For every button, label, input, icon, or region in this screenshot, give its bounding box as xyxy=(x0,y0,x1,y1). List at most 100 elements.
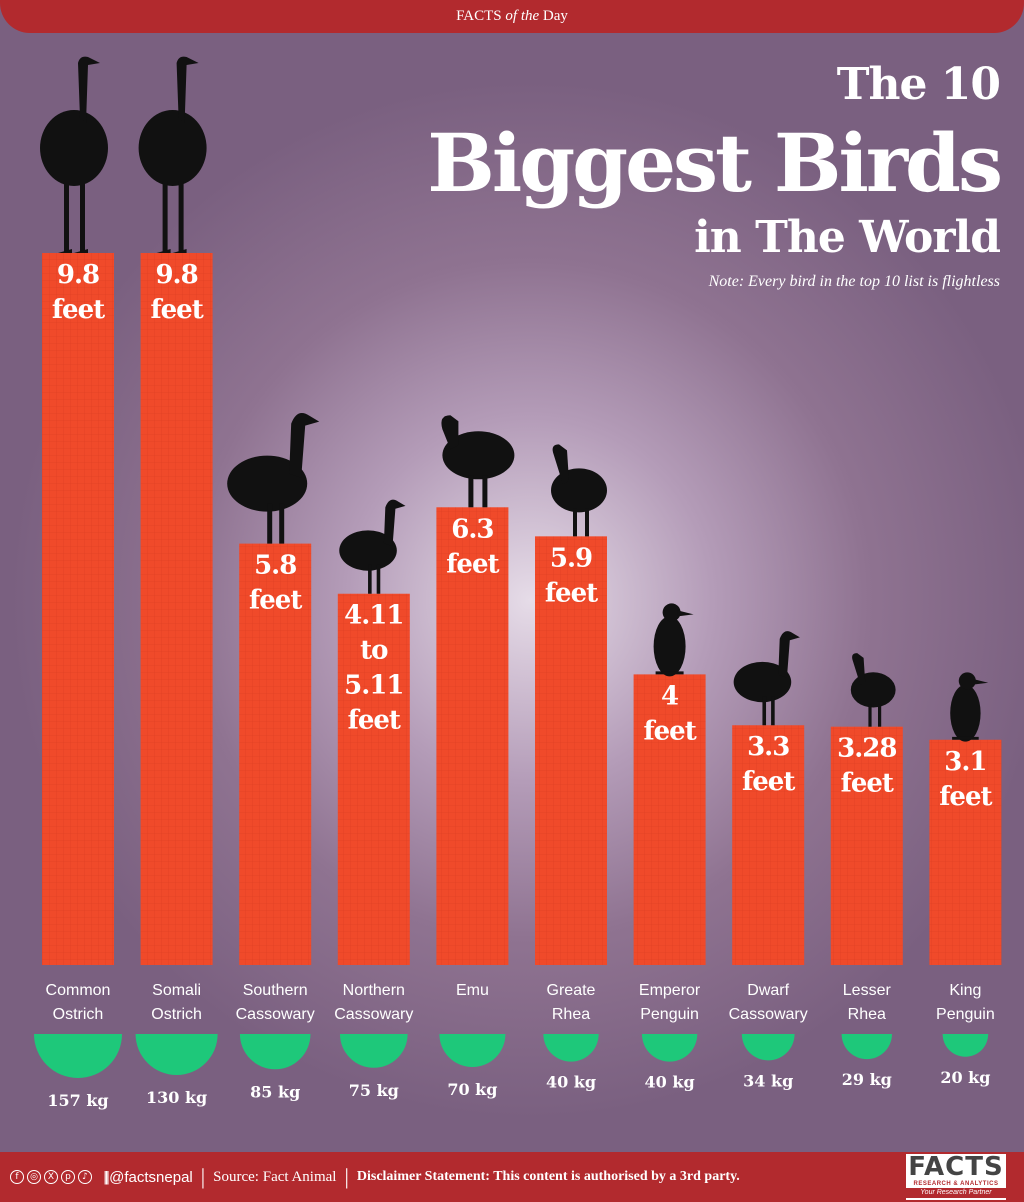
bar-texture xyxy=(239,543,312,965)
emu-icon xyxy=(441,415,515,508)
bar-value-label: 3.1 feet xyxy=(939,747,992,812)
banner-day: Day xyxy=(542,8,568,24)
source-text: Source: Fact Animal xyxy=(213,1168,337,1185)
category-label-line: Dwarf xyxy=(747,982,789,999)
weight-marker xyxy=(841,1034,892,1060)
category-label: Southern Cassowary xyxy=(236,982,315,1023)
bar-value-line: feet xyxy=(52,295,105,325)
category-label: Emperor Penguin xyxy=(639,982,701,1023)
weight-marker xyxy=(239,1034,311,1070)
weight-label: 40 kg xyxy=(546,1073,596,1092)
category-label-line: Penguin xyxy=(936,1006,995,1023)
category-label-line: Rhea xyxy=(552,1006,590,1023)
bar-texture xyxy=(436,507,509,965)
bar-texture xyxy=(830,726,903,965)
bar-value-line: 4 xyxy=(661,681,679,711)
disclaimer-text: Disclaimer Statement: This content is au… xyxy=(356,1169,740,1184)
category-label: Somali Ostrich xyxy=(151,982,202,1023)
logo-sub: RESEARCH & ANALYTICS xyxy=(913,1181,999,1187)
x-icon[interactable]: X xyxy=(44,1170,58,1184)
title-line-2: Biggest Birds xyxy=(427,116,1003,210)
bar-value-line: 3.3 xyxy=(747,732,789,762)
weight-marker xyxy=(339,1034,408,1068)
banner-facts: FACTS xyxy=(456,8,502,24)
category-label-line: King xyxy=(949,982,981,999)
category-label: Dwarf Cassowary xyxy=(729,982,808,1023)
bar-value-line: 9.8 xyxy=(57,260,99,290)
weight-marker xyxy=(741,1034,795,1061)
bar-value-line: feet xyxy=(643,716,696,746)
weight-label: 70 kg xyxy=(447,1080,497,1099)
bar-value-line: feet xyxy=(939,782,992,812)
category-label: King Penguin xyxy=(936,982,995,1023)
weight-marker xyxy=(641,1034,698,1062)
bar-value-label: 3.3 feet xyxy=(742,732,795,797)
rhea-icon xyxy=(551,444,607,537)
title-block: The 10 Biggest Birds in The World Note: … xyxy=(427,55,1003,291)
bar-value-line: 6.3 xyxy=(451,514,493,544)
weight-label: 130 kg xyxy=(146,1088,207,1107)
bar-value-label: 9.8 feet xyxy=(52,260,105,325)
facts-logo: FACTS RESEARCH & ANALYTICS Your Research… xyxy=(905,1153,1007,1201)
category-label-line: Ostrich xyxy=(151,1006,202,1023)
handle[interactable]: ||| @factsnepal xyxy=(103,1169,193,1186)
bar-texture xyxy=(535,536,607,965)
weight-marker xyxy=(34,1034,122,1078)
separator: | xyxy=(344,1164,349,1189)
bar-value-label: 4 feet xyxy=(643,681,696,746)
instagram-icon[interactable]: ◎ xyxy=(27,1170,41,1184)
category-label-line: Common xyxy=(46,982,111,999)
cassowary-icon xyxy=(733,631,800,726)
category-label: Common Ostrich xyxy=(46,982,111,1023)
facebook-icon[interactable]: f xyxy=(10,1170,24,1184)
rhea-icon xyxy=(850,653,896,727)
bar-value-line: 5.8 xyxy=(254,551,296,581)
bar-texture xyxy=(929,739,1002,965)
bar-value-label: 9.8 feet xyxy=(150,260,203,325)
title-line-3: in The World xyxy=(694,212,1001,263)
category-label-line: Emu xyxy=(456,982,489,999)
bar-texture xyxy=(140,253,213,965)
logo-tag: Your Research Partner xyxy=(906,1188,1006,1198)
ostrich-icon xyxy=(138,56,207,253)
category-label-line: Cassowary xyxy=(334,1006,413,1023)
title-line-1: The 10 xyxy=(836,59,1001,110)
category-label-line: Southern xyxy=(243,982,308,999)
bar-value-line: 5.11 xyxy=(344,671,403,701)
top-banner: FACTS of the Day xyxy=(0,0,1024,33)
category-label-line: Greate xyxy=(547,982,596,999)
pinterest-icon[interactable]: p xyxy=(61,1170,75,1184)
bar-value-line: to xyxy=(360,636,388,666)
weight-label: 85 kg xyxy=(250,1082,300,1101)
bar-value-line: feet xyxy=(742,767,795,797)
bar-value-line: 4.11 xyxy=(344,601,403,631)
category-label: Greate Rhea xyxy=(547,982,596,1023)
tiktok-icon[interactable]: ♪ xyxy=(78,1170,92,1184)
category-label: Northern Cassowary xyxy=(334,982,413,1023)
weight-marker xyxy=(135,1034,218,1076)
bar-value-line: feet xyxy=(545,578,598,608)
bar-texture xyxy=(42,253,114,965)
separator: | xyxy=(200,1164,206,1189)
category-label: Emu xyxy=(456,982,489,999)
bar-value-label: 3.28 feet xyxy=(837,734,896,799)
stats-icon: ||| xyxy=(103,1169,110,1185)
bar-value-line: 3.1 xyxy=(944,747,986,777)
weight-marker xyxy=(942,1034,989,1057)
bar-value-label: 4.11 to 5.11 feet xyxy=(344,601,403,736)
logo-main: FACTS xyxy=(908,1152,1004,1182)
bar-value-label: 5.8 feet xyxy=(249,551,302,616)
banner-of-the: of the xyxy=(505,8,540,24)
bar-value-line: 9.8 xyxy=(155,260,197,290)
note: Note: Every bird in the top 10 list is f… xyxy=(708,273,1000,290)
bar-texture xyxy=(337,593,410,965)
weight-marker xyxy=(439,1034,506,1068)
category-label-line: Ostrich xyxy=(53,1006,104,1023)
bar-value-line: feet xyxy=(446,549,499,579)
bar-value-line: 5.9 xyxy=(550,543,592,573)
weight-label: 20 kg xyxy=(940,1068,990,1087)
bar-texture xyxy=(732,725,805,965)
